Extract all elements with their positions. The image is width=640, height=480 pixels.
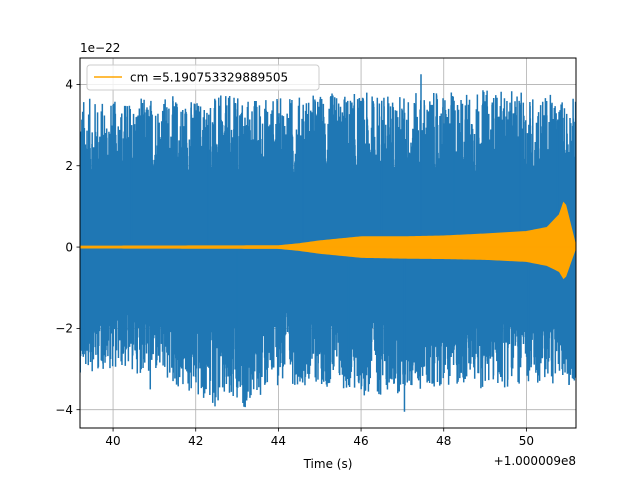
- y-axis-ticks: −4 −2 0 2 4: [55, 78, 80, 417]
- x-axis-label: Time (s): [303, 457, 353, 471]
- y-tick-label: 2: [65, 159, 73, 173]
- y-tick-label: 4: [65, 78, 73, 92]
- x-tick-label: 48: [436, 434, 451, 448]
- legend: cm =5.190753329889505: [86, 64, 320, 91]
- plot-frame: [79, 57, 577, 429]
- x-axis-offset-label: +1.000009e8: [494, 454, 576, 468]
- legend-entry-label: cm =5.190753329889505: [130, 71, 288, 85]
- y-tick-label: −2: [55, 322, 73, 336]
- chirp-series-envelope: [80, 201, 576, 280]
- series-layer: [80, 74, 576, 412]
- x-tick-label: 44: [271, 434, 286, 448]
- y-tick-label: 0: [65, 240, 73, 254]
- x-tick-label: 42: [188, 434, 203, 448]
- x-axis-ticks: 40 42 44 46 48 50: [105, 428, 534, 448]
- x-tick-label: 46: [353, 434, 368, 448]
- x-tick-label: 40: [105, 434, 120, 448]
- y-axis-scale-label: 1e−22: [80, 41, 120, 55]
- x-tick-label: 50: [519, 434, 534, 448]
- legend-box: [86, 64, 320, 91]
- y-tick-label: −4: [55, 403, 73, 417]
